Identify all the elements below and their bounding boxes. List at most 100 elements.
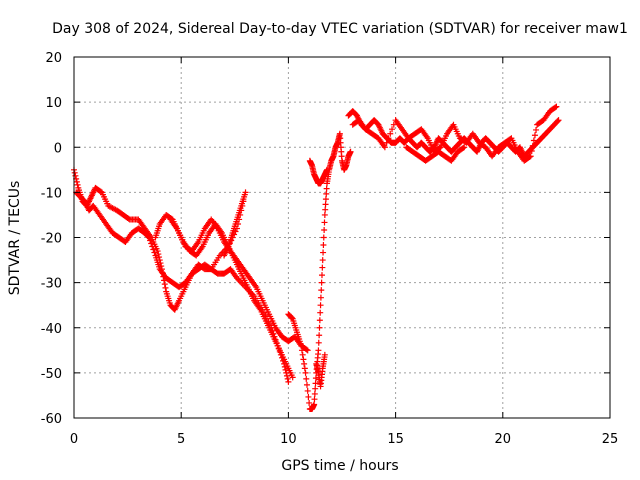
data-point (284, 375, 291, 382)
x-tick-label: 25 (602, 432, 619, 447)
x-axis-label: GPS time / hours (281, 458, 398, 474)
data-point (300, 356, 307, 363)
data-point (289, 374, 296, 381)
series-trace-3 (152, 211, 311, 354)
y-tick-label: -40 (41, 322, 62, 337)
chart-title: Day 308 of 2024, Sidereal Day-to-day VTE… (52, 21, 628, 37)
data-point (316, 332, 323, 339)
data-point (387, 130, 394, 137)
data-point (146, 234, 153, 241)
data-point (156, 254, 163, 261)
data-point (320, 242, 327, 249)
data-point (147, 237, 154, 244)
data-point (322, 196, 329, 203)
data-point (306, 399, 313, 406)
data-point (320, 249, 327, 256)
data-point (552, 104, 559, 111)
data-point (381, 144, 388, 151)
series-trace-7 (306, 157, 330, 187)
data-point (311, 401, 318, 408)
data-point (316, 324, 323, 331)
data-point (527, 153, 534, 160)
series-trace-11 (403, 144, 468, 164)
data-point (303, 381, 310, 388)
data-point (316, 317, 323, 324)
data-point (323, 166, 330, 173)
data-point (385, 135, 392, 142)
data-point (528, 148, 535, 155)
data-point (383, 139, 390, 146)
data-point (323, 190, 330, 197)
data-point (315, 339, 322, 346)
data-point (320, 234, 327, 241)
x-tick-label: 10 (280, 432, 297, 447)
data-point (74, 181, 81, 188)
data-point (304, 387, 311, 394)
y-axis-ticks: 20 10 0 -10 -20 -30 -40 -50 -60 (41, 51, 610, 427)
x-tick-label: 15 (387, 432, 404, 447)
data-point (529, 142, 536, 149)
data-point (319, 264, 326, 271)
y-tick-label: 0 (54, 141, 62, 156)
data-point (285, 378, 292, 385)
data-point (531, 132, 538, 139)
x-tick-label: 5 (177, 432, 185, 447)
data-point (347, 148, 354, 155)
data-points (71, 103, 562, 412)
series-trace-10 (349, 103, 560, 164)
data-point (317, 309, 324, 316)
data-point (322, 206, 329, 213)
data-point (299, 351, 306, 358)
data-point (242, 189, 249, 196)
data-point (301, 365, 308, 372)
data-point (311, 396, 318, 403)
data-point (553, 103, 560, 110)
data-point (318, 287, 325, 294)
data-point (71, 169, 78, 176)
data-point (533, 126, 540, 133)
data-point (301, 360, 308, 367)
data-point (302, 369, 309, 376)
data-point (288, 314, 295, 321)
series-trace-8 (313, 351, 328, 390)
data-point (322, 201, 329, 208)
data-point (555, 117, 562, 124)
y-tick-label: -20 (41, 232, 62, 247)
data-point (315, 347, 322, 354)
data-point (389, 126, 396, 133)
data-point (304, 347, 311, 354)
data-point (317, 302, 324, 309)
data-point (145, 233, 152, 240)
series-trace-5 (221, 189, 249, 259)
series-trace-4 (167, 216, 296, 381)
data-point (460, 145, 467, 152)
x-tick-label: 0 (70, 432, 78, 447)
y-tick-label: 10 (45, 96, 62, 111)
data-point (150, 246, 157, 253)
data-point (151, 249, 158, 256)
data-point (305, 393, 312, 400)
series-trace-6 (285, 130, 354, 412)
y-tick-label: -60 (41, 412, 62, 427)
data-point (554, 117, 561, 124)
data-point (321, 226, 328, 233)
data-point (161, 281, 168, 288)
data-point (321, 351, 328, 358)
data-point (390, 121, 397, 128)
y-tick-label: -50 (41, 367, 62, 382)
data-point (321, 211, 328, 218)
data-point (303, 375, 310, 382)
data-point (323, 185, 330, 192)
y-tick-label: 20 (45, 51, 62, 66)
data-point (311, 390, 318, 397)
data-point (298, 342, 305, 349)
data-point (317, 294, 324, 301)
data-point (321, 219, 328, 226)
data-point (73, 178, 80, 185)
data-point (312, 380, 319, 387)
y-axis-label: SDTVAR / TECUs (7, 181, 23, 296)
data-point (97, 188, 104, 195)
data-point (461, 144, 468, 151)
data-point (154, 248, 161, 255)
